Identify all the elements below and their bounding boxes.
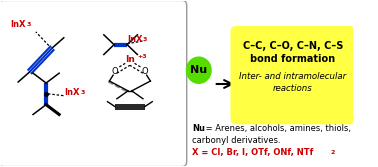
Text: bond formation: bond formation	[250, 54, 335, 64]
Text: Nu: Nu	[190, 65, 208, 75]
Text: +3: +3	[137, 54, 147, 59]
Text: 3: 3	[81, 90, 85, 95]
Text: InX: InX	[65, 88, 80, 97]
Circle shape	[186, 56, 212, 84]
Text: 3: 3	[143, 37, 147, 42]
Text: = Arenes, alcohols, amines, thiols,: = Arenes, alcohols, amines, thiols,	[203, 124, 352, 133]
Text: In: In	[125, 55, 135, 64]
Text: X = Cl, Br, I, OTf, ONf, NTf: X = Cl, Br, I, OTf, ONf, NTf	[192, 148, 314, 157]
Text: InX: InX	[127, 35, 143, 44]
Text: O: O	[112, 67, 118, 76]
Text: 3: 3	[26, 22, 31, 27]
FancyBboxPatch shape	[231, 26, 355, 124]
Text: InX: InX	[11, 21, 26, 30]
Text: 2: 2	[330, 150, 335, 155]
Text: Inter- and intramolecular: Inter- and intramolecular	[239, 72, 346, 81]
Text: reactions: reactions	[273, 84, 313, 93]
Text: carbonyl derivatives.: carbonyl derivatives.	[192, 136, 281, 145]
Text: O: O	[141, 67, 148, 76]
FancyBboxPatch shape	[0, 0, 187, 167]
Text: Nu: Nu	[192, 124, 205, 133]
Text: C–C, C–O, C–N, C–S: C–C, C–O, C–N, C–S	[243, 41, 343, 51]
